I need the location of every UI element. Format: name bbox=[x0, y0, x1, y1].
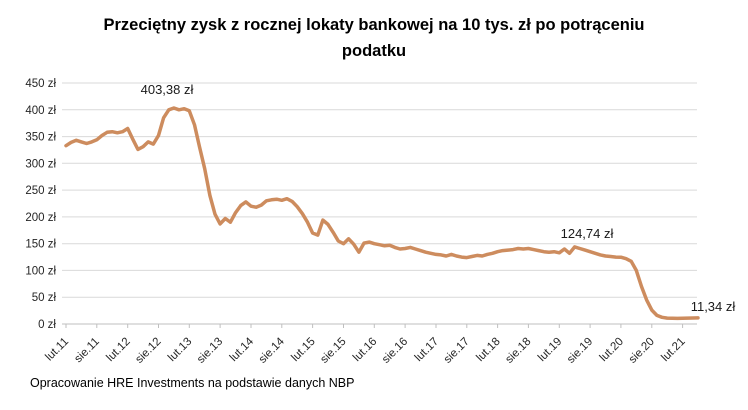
x-axis-label: sie.11 bbox=[72, 336, 102, 366]
y-axis-label: 0 zł bbox=[38, 319, 56, 331]
source-note: Opracowanie HRE Investments na podstawie… bbox=[30, 376, 355, 390]
y-axis-label: 300 zł bbox=[25, 158, 56, 170]
x-axis-label: sie.13 bbox=[195, 336, 225, 366]
y-axis-label: 200 zł bbox=[25, 212, 56, 224]
x-axis-label: sie.14 bbox=[257, 335, 288, 366]
chart-title-line1: Przeciętny zysk z rocznej lokaty bankowe… bbox=[103, 16, 645, 34]
y-axis-label: 350 zł bbox=[25, 132, 56, 144]
x-axis-label: sie.16 bbox=[380, 336, 410, 366]
x-axis-label: lut.11 bbox=[43, 336, 71, 364]
deposit-profit-line bbox=[64, 106, 700, 321]
x-axis-label: lut.17 bbox=[413, 336, 441, 364]
x-axis-label: lut.13 bbox=[166, 336, 194, 364]
x-axis-label: lut.14 bbox=[228, 335, 257, 364]
x-axis-label: sie.12 bbox=[133, 336, 163, 366]
x-axis-label: lut.20 bbox=[598, 336, 626, 364]
data-point-label: 124,74 zł bbox=[561, 226, 614, 241]
x-axis-label: lut.12 bbox=[104, 336, 132, 364]
x-axis-label: sie.18 bbox=[503, 336, 533, 366]
y-axis-label: 100 zł bbox=[25, 265, 56, 277]
x-axis-label: sie.20 bbox=[627, 336, 657, 366]
x-axis-label: lut.19 bbox=[536, 336, 564, 364]
x-axis-label: lut.18 bbox=[474, 336, 502, 364]
x-axis-label: lut.15 bbox=[289, 336, 317, 364]
data-point-label: 11,34 zł bbox=[691, 299, 736, 314]
x-axis-label: lut.21 bbox=[659, 336, 687, 364]
x-axis-label: lut.16 bbox=[351, 336, 379, 364]
y-axis-label: 250 zł bbox=[25, 185, 56, 197]
data-point-label: 403,38 zł bbox=[141, 82, 194, 97]
y-axis-label: 400 zł bbox=[25, 105, 56, 117]
chart-title-line2: podatku bbox=[341, 41, 407, 60]
x-axis-label: sie.17 bbox=[442, 336, 472, 366]
y-axis-label: 450 zł bbox=[25, 78, 56, 90]
chart-title: Przeciętny zysk z rocznej lokaty bankowe… bbox=[0, 13, 748, 64]
y-axis-label: 50 zł bbox=[32, 292, 57, 304]
y-axis-label: 150 zł bbox=[25, 239, 56, 251]
x-axis-label: sie.15 bbox=[318, 336, 348, 366]
x-axis-label: sie.19 bbox=[565, 336, 595, 366]
